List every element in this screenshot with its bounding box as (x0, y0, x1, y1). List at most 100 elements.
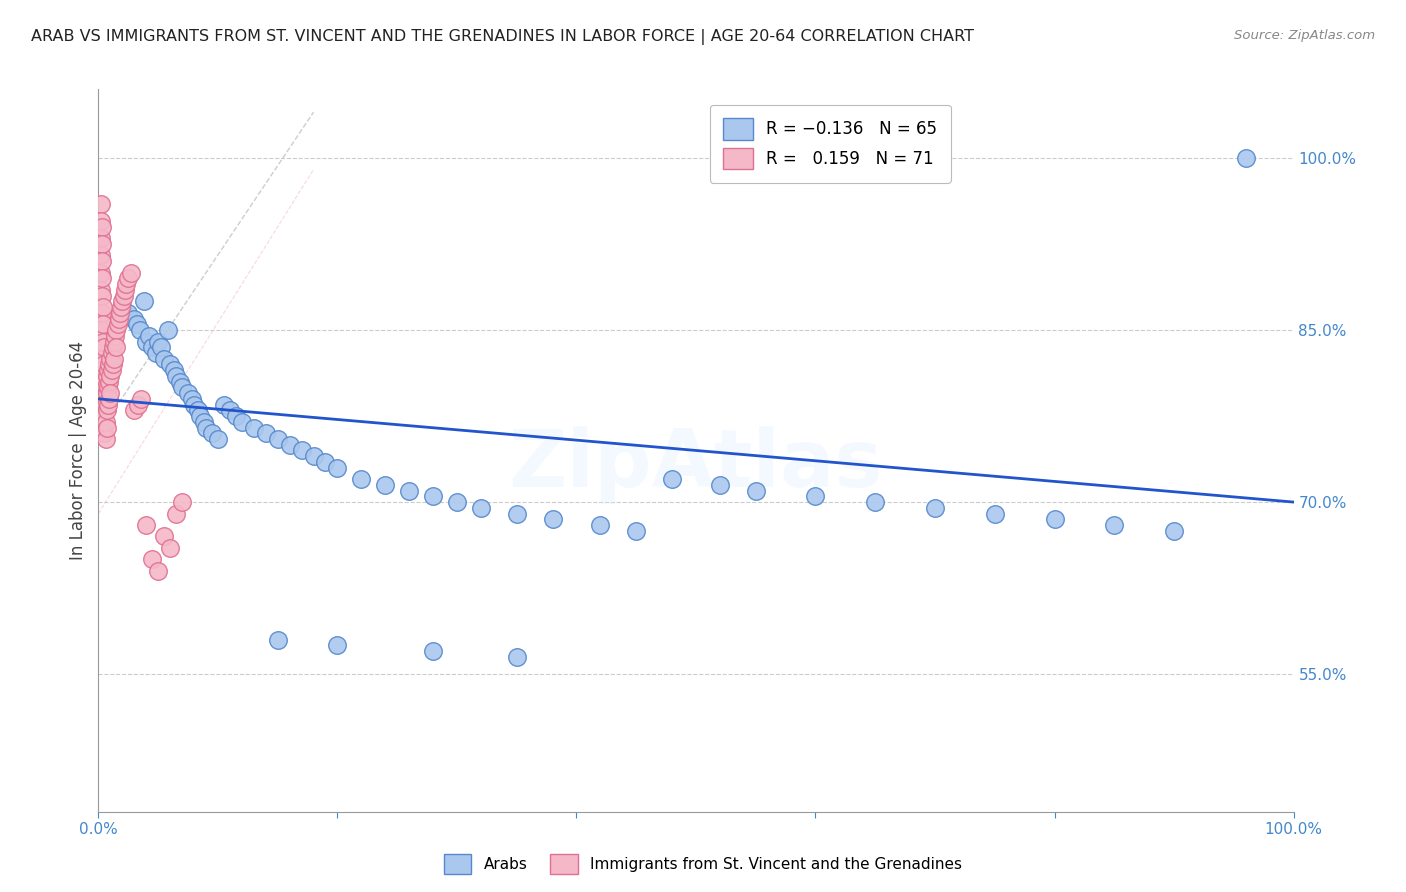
Point (120, 266, 142, 280)
Point (506, 649, 529, 664)
Point (254, 426, 277, 441)
Point (101, 358, 124, 372)
Point (91, 368, 114, 383)
Point (148, 564, 170, 578)
Point (195, 420, 218, 434)
Text: Source: ZipAtlas.com: Source: ZipAtlas.com (1234, 29, 1375, 43)
Point (153, 529, 176, 543)
Point (97, 380, 120, 394)
Point (90, 248, 112, 262)
Point (924, 500, 946, 515)
Point (422, 644, 444, 658)
Point (626, 524, 648, 538)
Point (541, 512, 564, 526)
Point (110, 300, 132, 314)
Point (94, 398, 117, 412)
Point (231, 415, 253, 429)
Point (111, 294, 134, 309)
Point (180, 392, 202, 406)
Point (90, 231, 112, 245)
Point (94, 432, 117, 446)
Point (172, 495, 194, 509)
Text: ZipAtlas: ZipAtlas (509, 425, 883, 504)
Point (132, 294, 155, 309)
Point (661, 472, 683, 486)
Point (129, 323, 152, 337)
Point (1104, 518, 1126, 533)
Point (589, 518, 612, 533)
Point (93, 375, 115, 389)
Point (326, 639, 349, 653)
Point (100, 346, 122, 360)
Point (374, 478, 396, 492)
Point (91, 288, 114, 302)
Point (91, 334, 114, 349)
Point (98, 392, 121, 406)
Point (98, 351, 122, 366)
Point (172, 380, 194, 394)
Point (225, 409, 247, 423)
Point (98, 358, 121, 372)
Point (219, 403, 242, 417)
Point (207, 432, 229, 446)
Point (709, 478, 731, 492)
Point (91, 318, 114, 332)
Legend: Arabs, Immigrants from St. Vincent and the Grenadines: Arabs, Immigrants from St. Vincent and t… (437, 848, 969, 880)
Point (115, 277, 138, 292)
Point (865, 495, 887, 509)
Point (350, 472, 373, 486)
Point (111, 300, 134, 314)
Point (984, 507, 1007, 521)
Point (804, 489, 827, 503)
Point (93, 358, 115, 372)
Point (141, 552, 163, 566)
Point (98, 368, 122, 383)
Point (135, 518, 157, 533)
Point (267, 432, 290, 446)
Point (93, 392, 115, 406)
Point (243, 420, 266, 434)
Point (117, 271, 139, 285)
Point (165, 368, 187, 383)
Point (125, 318, 148, 332)
Point (159, 358, 181, 372)
Point (326, 460, 349, 475)
Point (1163, 524, 1185, 538)
Point (96, 403, 118, 417)
Point (422, 489, 444, 503)
Point (398, 483, 420, 498)
Point (302, 449, 325, 463)
Point (135, 334, 157, 349)
Y-axis label: In Labor Force | Age 20-64: In Labor Force | Age 20-64 (69, 341, 87, 560)
Point (91, 306, 114, 320)
Point (193, 415, 215, 429)
Point (107, 318, 129, 332)
Point (149, 340, 172, 354)
Point (91, 219, 114, 234)
Point (93, 340, 115, 354)
Point (291, 443, 314, 458)
Point (177, 386, 200, 401)
Point (278, 438, 301, 452)
Point (91, 323, 114, 337)
Point (124, 311, 146, 326)
Point (101, 340, 124, 354)
Point (96, 368, 118, 383)
Point (91, 237, 114, 252)
Point (159, 541, 181, 555)
Point (201, 426, 224, 441)
Point (107, 311, 129, 326)
Point (105, 323, 128, 337)
Point (94, 380, 117, 394)
Point (90, 283, 112, 297)
Legend: R = −0.136   N = 65, R =   0.159   N = 71: R = −0.136 N = 65, R = 0.159 N = 71 (710, 104, 950, 183)
Point (100, 363, 122, 377)
Point (446, 495, 468, 509)
Point (96, 386, 118, 401)
Point (112, 288, 135, 302)
Point (93, 409, 115, 423)
Point (108, 306, 131, 320)
Point (104, 328, 127, 343)
Point (98, 386, 122, 401)
Point (153, 351, 176, 366)
